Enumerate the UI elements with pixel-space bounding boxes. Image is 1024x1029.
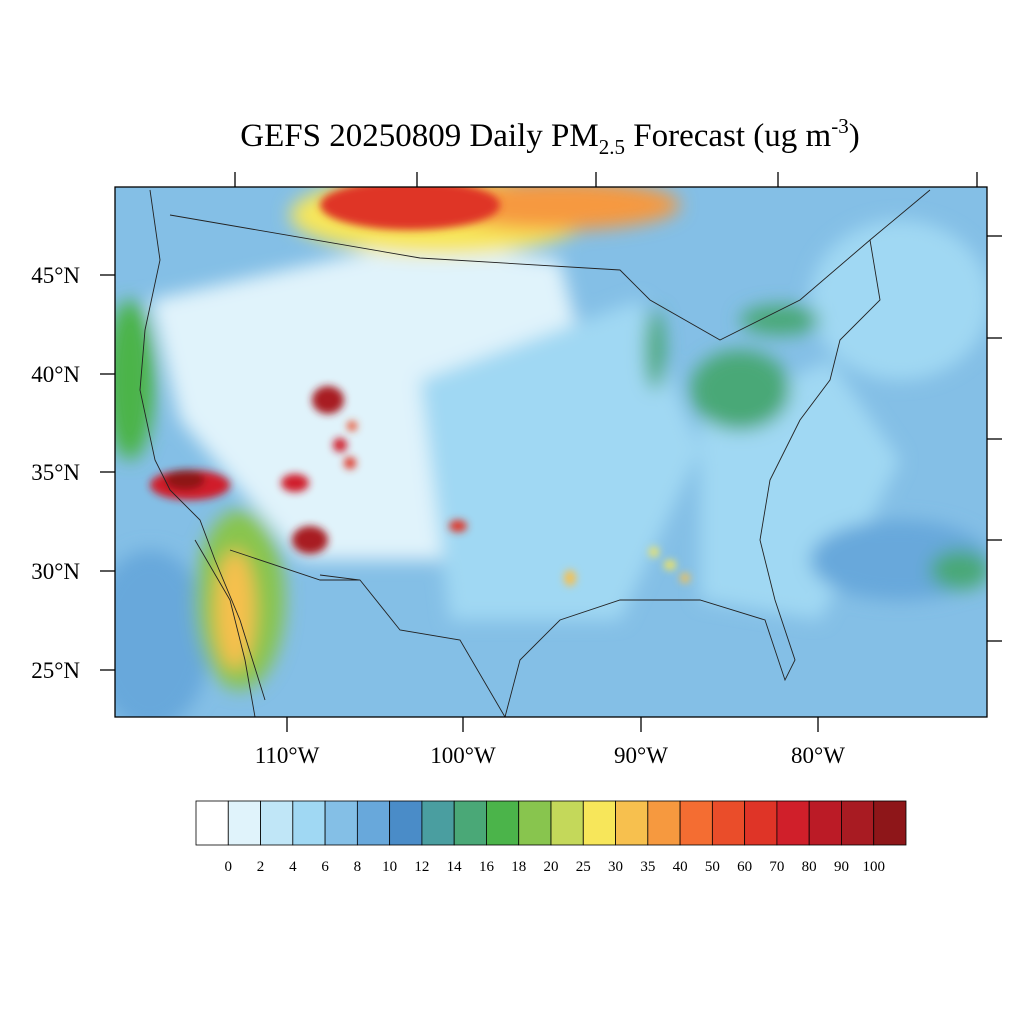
map-field xyxy=(115,187,987,717)
colorbar-label: 70 xyxy=(769,859,784,875)
colorbar-box xyxy=(518,800,552,846)
colorbar-box xyxy=(841,800,875,846)
title-text: Forecast (ug m xyxy=(625,118,832,154)
colorbar-box xyxy=(453,800,487,846)
colorbar-box xyxy=(292,800,326,846)
colorbar-label: 80 xyxy=(802,859,817,875)
colorbar-box xyxy=(776,800,810,846)
colorbar-label: 18 xyxy=(511,859,526,875)
map-frame xyxy=(114,186,988,718)
colorbar-box xyxy=(647,800,681,846)
colorbar-box xyxy=(744,800,778,846)
colorbar-box xyxy=(195,800,229,846)
colorbar-label: 16 xyxy=(479,859,495,875)
colorbar-box xyxy=(421,800,455,846)
lat-label: 30°N xyxy=(31,559,80,584)
lon-label: 90°W xyxy=(614,743,668,768)
lat-label: 35°N xyxy=(31,460,80,485)
lon-label: 100°W xyxy=(430,743,496,768)
colorbar-box xyxy=(260,800,294,846)
colorbar-box xyxy=(389,800,423,846)
title-text: GEFS 20250809 Daily PM xyxy=(240,118,598,154)
colorbar-label: 25 xyxy=(576,859,591,875)
lon-label: 80°W xyxy=(791,743,845,768)
colorbar-box xyxy=(808,800,842,846)
colorbar-box xyxy=(356,800,391,846)
colorbar-label: 20 xyxy=(544,859,559,875)
colorbar-box xyxy=(615,800,649,846)
colorbar-box xyxy=(873,800,907,846)
map-title: GEFS 20250809 Daily PM2.5 Forecast (ug m… xyxy=(240,114,859,159)
colorbar-box xyxy=(486,800,520,846)
frame-ticks xyxy=(100,172,1002,732)
colorbar-label: 35 xyxy=(640,859,655,875)
colorbar-box xyxy=(582,800,616,846)
lat-label: 45°N xyxy=(31,263,80,288)
colorbar-label: 12 xyxy=(414,859,429,875)
colorbar-box xyxy=(679,800,713,846)
colorbar-label: 30 xyxy=(608,859,623,875)
colorbar-label: 8 xyxy=(354,859,362,875)
lat-label: 25°N xyxy=(31,658,80,683)
colorbar-label: 60 xyxy=(737,859,752,875)
colorbar-label: 10 xyxy=(382,859,397,875)
colorbar-label: 4 xyxy=(289,859,297,875)
colorbar-label: 90 xyxy=(834,859,849,875)
lon-label: 110°W xyxy=(255,743,320,768)
colorbar-label: 50 xyxy=(705,859,720,875)
colorbar-label: 2 xyxy=(257,859,265,875)
title-text: ) xyxy=(849,118,860,154)
colorbar-box xyxy=(227,800,261,846)
colorbar-label: 6 xyxy=(321,859,329,875)
colorbar-label: 0 xyxy=(225,859,233,875)
colorbar-box xyxy=(711,800,746,846)
colorbar-label: 14 xyxy=(447,859,463,875)
colorbar: 0 2 4 6 8 10 12 14 16 18 20 25 30 35 40 50 60 70 80 90 100 xyxy=(195,800,907,875)
colorbar-label: 100 xyxy=(862,859,885,875)
colorbar-label: 40 xyxy=(673,859,688,875)
colorbar-box xyxy=(324,800,358,846)
title-subscript: 2.5 xyxy=(599,135,625,159)
colorbar-box xyxy=(550,800,584,846)
lat-label: 40°N xyxy=(31,362,80,387)
title-superscript: -3 xyxy=(831,114,849,138)
